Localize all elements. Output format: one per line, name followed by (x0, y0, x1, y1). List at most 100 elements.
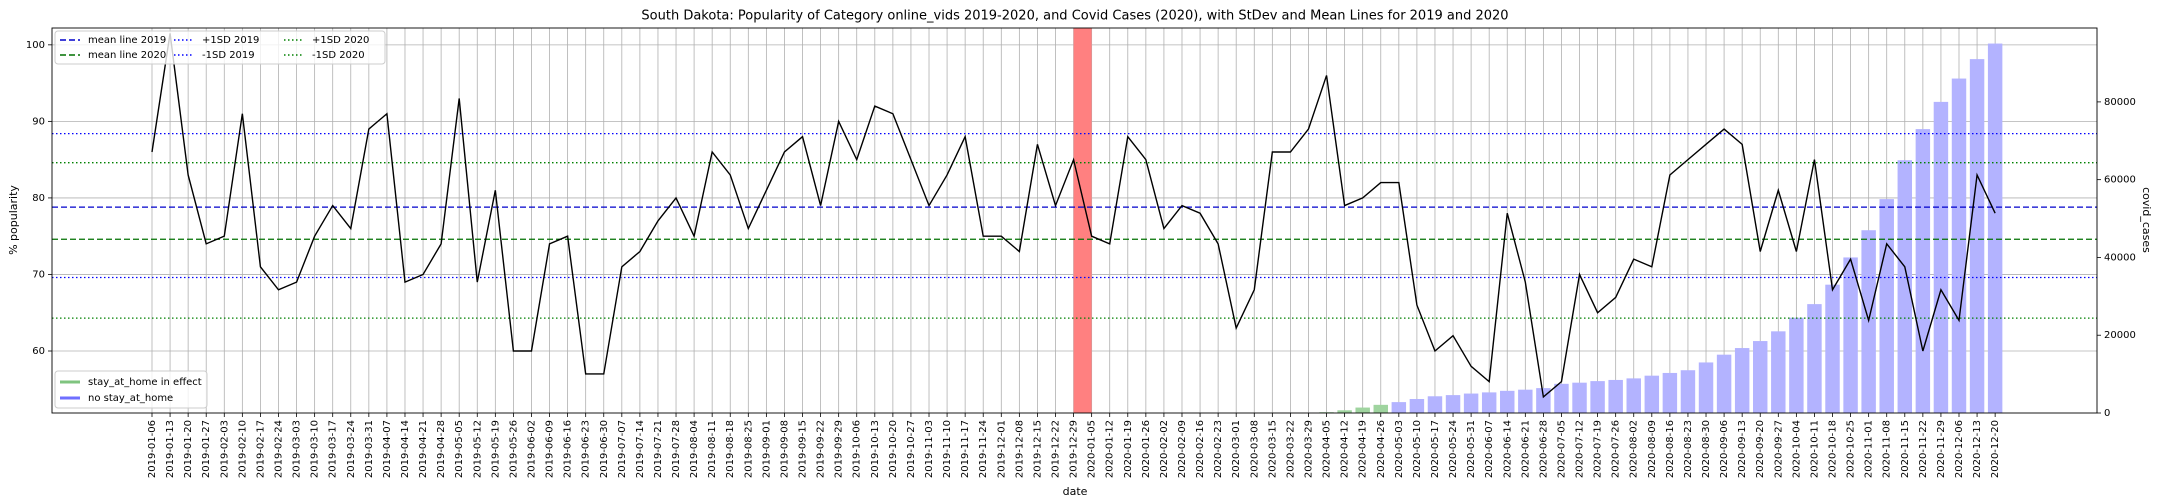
year-divider (1073, 28, 1092, 413)
x-tick-label: 2019-05-05 (454, 420, 465, 478)
x-tick-label: 2020-01-19 (1123, 420, 1134, 478)
x-tick-label: 2019-11-10 (942, 420, 953, 478)
x-tick-label: 2019-02-10 (237, 420, 248, 478)
x-tick-label: 2020-06-21 (1520, 420, 1531, 478)
legend-box (54, 370, 208, 409)
bar (1373, 404, 1388, 413)
x-tick-label: 2019-12-29 (1069, 420, 1080, 478)
y2-tick-label: 80000 (2104, 97, 2136, 108)
x-tick-label: 2019-06-02 (526, 420, 537, 478)
x-tick-label: 2019-11-17 (960, 420, 971, 478)
x-tick-label: 2020-08-30 (1701, 420, 1712, 478)
x-tick-label: 2020-06-14 (1502, 420, 1513, 478)
x-tick-label: 2020-03-15 (1267, 420, 1278, 478)
x-tick-label: 2019-01-13 (165, 420, 176, 478)
bar (1897, 160, 1913, 413)
legend-label: -1SD 2020 (312, 50, 365, 61)
bar (1391, 402, 1407, 413)
x-tick-label: 2020-11-08 (1882, 420, 1893, 478)
x-tick-label: 2019-08-04 (689, 420, 700, 478)
legend-label: no stay_at_home (88, 393, 173, 404)
bar (1698, 362, 1714, 413)
x-tick-label: 2019-02-24 (273, 420, 284, 478)
x-tick-label: 2019-10-20 (888, 420, 899, 478)
x-tick-label: 2020-10-11 (1809, 420, 1820, 478)
x-tick-label: 2019-12-01 (996, 420, 1007, 478)
y2-tick-label: 60000 (2104, 175, 2136, 186)
x-tick-label: 2019-02-03 (219, 420, 230, 478)
y-tick-label: 90 (32, 116, 45, 127)
x-tick-label: 2020-01-05 (1087, 420, 1098, 478)
x-tick-label: 2020-01-12 (1105, 420, 1116, 478)
x-tick-label: 2020-01-26 (1141, 420, 1152, 478)
x-tick-label: 2019-08-18 (725, 420, 736, 478)
x-tick-label: 2019-08-25 (743, 420, 754, 478)
x-tick-label: 2020-06-28 (1538, 420, 1549, 478)
bar (1662, 372, 1678, 413)
x-tick-label: 2020-04-05 (1322, 420, 1333, 478)
x-tick-label: 2020-09-20 (1755, 420, 1766, 478)
bar (1445, 395, 1461, 413)
x-tick-label: 2020-05-17 (1430, 420, 1441, 478)
x-tick-label: 2019-06-23 (581, 420, 592, 478)
legend-label: +1SD 2020 (312, 35, 369, 46)
legend-label: +1SD 2019 (202, 35, 259, 46)
x-tick-label: 2020-09-13 (1737, 420, 1748, 478)
x-tick-label: 2020-11-29 (1936, 420, 1947, 478)
legend-label: mean line 2019 (88, 35, 166, 46)
x-tick-label: 2020-09-06 (1719, 420, 1730, 478)
bar (1337, 410, 1352, 413)
x-tick-label: 2019-04-14 (400, 420, 411, 478)
x-tick-label: 2019-05-12 (472, 420, 483, 478)
bar (1481, 392, 1497, 413)
bar (1933, 101, 1949, 413)
popularity-line (151, 33, 1996, 399)
x-tick-label: 2020-05-03 (1394, 420, 1405, 478)
x-tick-label: 2020-07-26 (1611, 420, 1622, 478)
y2-tick-label: 0 (2104, 408, 2110, 419)
x-tick-label: 2019-01-06 (147, 420, 158, 478)
bar (1463, 393, 1479, 413)
bar (1734, 348, 1750, 413)
x-tick-label: 2019-06-09 (545, 420, 556, 478)
y2-axis-label: covid_cases (2140, 187, 2153, 253)
bar (1825, 284, 1840, 413)
bar (1572, 382, 1587, 413)
x-tick-label: 2020-04-26 (1376, 420, 1387, 478)
x-tick-label: 2019-09-29 (834, 420, 845, 478)
x-tick-label: 2020-07-05 (1556, 420, 1567, 478)
x-tick-label: 2019-03-24 (346, 420, 357, 478)
bar (1789, 317, 1804, 413)
bar (1554, 383, 1569, 413)
bar (1807, 304, 1822, 413)
x-tick-label: 2020-08-23 (1683, 420, 1694, 478)
x-tick-label: 2020-10-18 (1828, 420, 1839, 478)
x-tick-label: 2020-03-29 (1303, 420, 1314, 478)
y-axis-label: % popularity (7, 185, 20, 255)
bar (1680, 370, 1696, 413)
bar (1355, 407, 1370, 413)
legend-label: -1SD 2019 (202, 50, 255, 61)
y-tick-label: 100 (26, 40, 45, 51)
chart-title: South Dakota: Popularity of Category onl… (641, 9, 1508, 24)
x-tick-label: 2020-11-22 (1918, 420, 1929, 478)
x-tick-label: 2019-01-20 (183, 420, 194, 478)
x-tick-label: 2020-04-19 (1358, 420, 1369, 478)
legend-label: mean line 2020 (88, 50, 166, 61)
x-tick-label: 2019-03-10 (310, 420, 321, 478)
x-tick-label: 2019-12-22 (1051, 420, 1062, 478)
y2-tick-label: 20000 (2104, 330, 2136, 341)
plot-frame (51, 27, 2098, 414)
x-tick-label: 2020-12-06 (1954, 420, 1965, 478)
x-tick-label: 2019-10-13 (870, 420, 881, 478)
x-tick-label: 2020-09-27 (1773, 420, 1784, 478)
x-tick-label: 2020-02-16 (1195, 420, 1206, 478)
x-tick-label: 2020-11-01 (1864, 420, 1875, 478)
x-tick-label: 2020-06-07 (1484, 420, 1495, 478)
x-tick-label: 2020-11-15 (1900, 420, 1911, 478)
x-tick-label: 2020-04-12 (1340, 420, 1351, 478)
x-tick-label: 2019-11-24 (978, 420, 989, 478)
legend-label: stay_at_home in effect (88, 377, 202, 388)
bar (1500, 390, 1515, 413)
x-tick-label: 2019-09-15 (798, 420, 809, 478)
